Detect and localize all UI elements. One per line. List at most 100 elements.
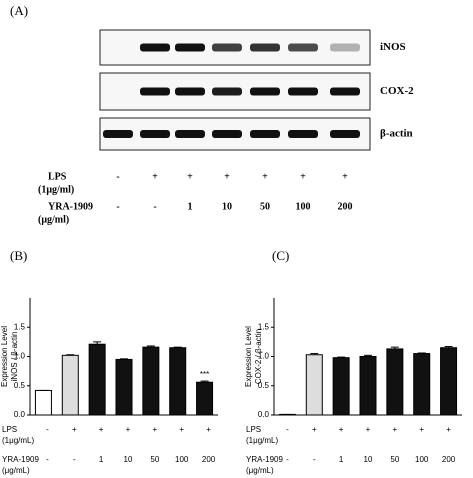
row-label: LPS: [48, 171, 67, 182]
bar: [88, 343, 106, 416]
blot-band: [175, 87, 205, 96]
row-value: +: [206, 425, 211, 434]
blot-band: [250, 130, 280, 138]
blot-band: [330, 43, 360, 52]
blot-band: [212, 43, 242, 52]
bar: [386, 348, 404, 416]
row-value: 50: [390, 455, 399, 464]
bar: [359, 356, 377, 416]
row-value: 10: [124, 455, 133, 464]
blot-band: [175, 130, 205, 138]
row-value: -: [73, 455, 76, 464]
row-value: 50: [150, 455, 159, 464]
row-label: LPS: [246, 425, 261, 434]
row-value: 10: [222, 201, 232, 212]
blot-band: [250, 43, 280, 52]
y-tick-label: 0.0: [14, 410, 26, 419]
bar: [413, 353, 431, 416]
row-value: -: [46, 455, 49, 464]
row-value: -: [153, 201, 156, 212]
row-value: +: [393, 425, 398, 434]
y-axis-label: COX-2 / β-actin: [254, 329, 263, 384]
panel-label: (C): [272, 248, 289, 263]
row-value: -: [116, 171, 119, 182]
bar: [305, 354, 323, 416]
blot-band: [288, 130, 318, 138]
blot-band: [250, 87, 280, 96]
row-value: +: [300, 171, 306, 182]
blot-band: [103, 130, 133, 138]
y-tick-label: 0.5: [14, 381, 26, 390]
row-value: +: [224, 171, 230, 182]
row-value: +: [99, 425, 104, 434]
row-value: 200: [202, 455, 216, 464]
blot-band: [175, 43, 205, 52]
blot-band: [140, 130, 170, 138]
row-value: 1: [339, 455, 344, 464]
annotation: ***: [200, 370, 209, 379]
row-value: 1: [99, 455, 104, 464]
row-value: 100: [296, 201, 311, 212]
row-label: YRA-1909: [246, 455, 283, 464]
bar: [142, 346, 160, 416]
blot-label: β-actin: [380, 128, 413, 140]
blot-label: COX-2: [380, 85, 414, 97]
y-tick-label: 0.0: [258, 410, 270, 419]
row-value: -: [313, 455, 316, 464]
y-axis-label: Expression Level: [244, 326, 253, 387]
row-value: +: [187, 171, 193, 182]
row-value: 1: [188, 201, 193, 212]
row-value: +: [342, 171, 348, 182]
row-label: LPS: [2, 425, 17, 434]
row-value: 50: [260, 201, 270, 212]
row-value: -: [46, 425, 49, 434]
row-value: +: [152, 171, 158, 182]
y-axis-label: Expression Level: [0, 326, 9, 387]
row-value: +: [419, 425, 424, 434]
row-value: +: [446, 425, 451, 434]
row-value: 10: [364, 455, 373, 464]
blot-band: [140, 87, 170, 96]
row-value: -: [286, 425, 289, 434]
y-tick-label: 1.0: [14, 352, 26, 361]
bar: [61, 354, 79, 416]
blot-band: [212, 130, 242, 138]
blot-band: [140, 43, 170, 52]
bar: [34, 389, 52, 416]
bar: [332, 357, 350, 416]
row-label: (1μg/mL): [246, 436, 279, 445]
y-tick-label: 0.5: [258, 381, 270, 390]
panel-label: (A): [10, 3, 28, 18]
row-label: (μg/mL): [246, 466, 274, 475]
row-value: +: [262, 171, 268, 182]
bar: [196, 381, 214, 416]
row-value: 200: [338, 201, 353, 212]
row-value: +: [312, 425, 317, 434]
bar: [169, 347, 187, 416]
blot-band: [212, 87, 242, 96]
row-value: 200: [442, 455, 456, 464]
y-tick-label: 1.5: [14, 322, 26, 331]
row-label: YRA-1909: [48, 201, 93, 212]
row-label: YRA-1909: [2, 455, 39, 464]
row-value: +: [179, 425, 184, 434]
row-value: +: [72, 425, 77, 434]
panel-label: (B): [10, 248, 27, 263]
y-tick-label: 1.5: [258, 322, 270, 331]
row-value: +: [366, 425, 371, 434]
row-value: +: [126, 425, 131, 434]
row-value: -: [116, 201, 119, 212]
row-value: +: [153, 425, 158, 434]
y-tick-label: 1.0: [258, 352, 270, 361]
bar: [440, 347, 458, 416]
y-axis-label: iNOS / β-actin: [10, 332, 19, 382]
blot-band: [288, 43, 318, 52]
row-value: 100: [175, 455, 189, 464]
row-label: (1μg/ml): [38, 184, 74, 195]
blot-band: [288, 87, 318, 96]
row-value: +: [339, 425, 344, 434]
blot-band: [330, 87, 360, 96]
blot-label: iNOS: [380, 41, 406, 53]
row-label: (μg/ml): [38, 214, 69, 225]
